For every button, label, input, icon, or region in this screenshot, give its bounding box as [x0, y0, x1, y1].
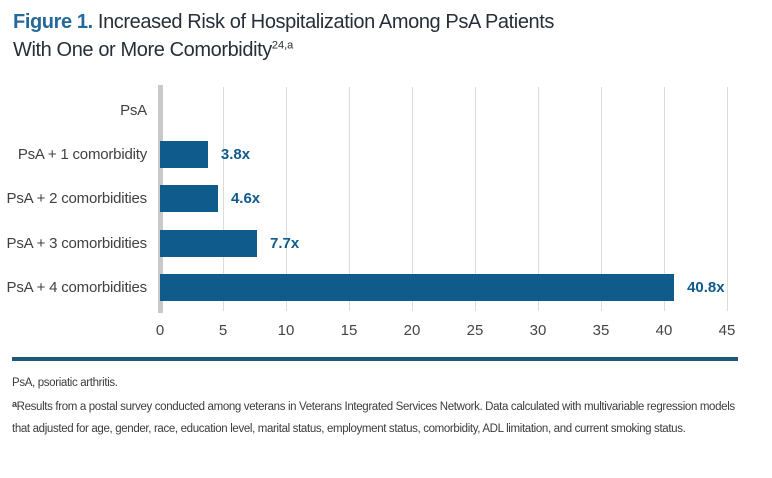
gridline-5 [223, 87, 224, 311]
category-label: PsA + 2 comorbidities [6, 190, 148, 208]
gridline-40 [664, 87, 665, 311]
x-tick-label-10: 10 [277, 322, 295, 339]
x-tick-label-0: 0 [155, 322, 165, 339]
footnote-study: aResults from a postal survey conducted … [12, 396, 750, 440]
bar [160, 229, 258, 257]
bar-value-label: 40.8x [687, 279, 725, 297]
bar-track: 3.8x [160, 132, 727, 176]
category-label: PsA + 1 comorbidity [17, 146, 147, 164]
footnote-abbreviation: PsA, psoriatic arthritis. [12, 377, 118, 389]
figure-title: Figure 1. Increased Risk of Hospitalizat… [13, 8, 713, 64]
gridline-25 [475, 87, 476, 311]
gridline-15 [349, 87, 350, 311]
x-tick-label-35: 35 [592, 322, 610, 339]
bar [160, 274, 675, 302]
bar-track: 4.6x [160, 177, 727, 221]
x-axis-ticks: 0 5 10 15 20 25 30 35 40 45 [156, 322, 736, 342]
x-tick-label-5: 5 [218, 322, 228, 339]
x-tick-label-30: 30 [529, 322, 547, 339]
title-line1: Increased Risk of Hospitalization Among … [92, 11, 555, 33]
bar-value-label: 7.7x [270, 234, 300, 252]
x-tick-label-15: 15 [340, 322, 358, 339]
gridline-20 [412, 87, 413, 311]
x-tick-label-20: 20 [403, 322, 421, 339]
footnote-text: Results from a postal survey conducted a… [12, 401, 735, 435]
gridline-30 [538, 87, 539, 311]
divider-rule [12, 357, 738, 361]
x-tick-label-40: 40 [655, 322, 673, 339]
bar-rows: PsA PsA + 1 comorbidity 3.8x PsA + 2 comorb… [0, 88, 727, 310]
footnote-marker: a [12, 399, 17, 409]
title-superscript: 24,a [271, 39, 294, 52]
category-label: PsA + 3 comorbidities [6, 234, 148, 252]
bar-track [160, 88, 727, 132]
bar [160, 141, 208, 169]
figure-number-label: Figure 1. [13, 11, 93, 33]
bar-track: 7.7x [160, 221, 727, 265]
bar-row: PsA + 2 comorbidities 4.6x [0, 177, 727, 221]
category-label: PsA + 4 comorbidities [6, 279, 148, 297]
bar [160, 185, 218, 213]
gridline-10 [286, 87, 287, 311]
gridline-35 [601, 87, 602, 311]
bar-value-label: 3.8x [220, 146, 251, 164]
bar-track: 40.8x [160, 266, 727, 310]
category-label: PsA [120, 101, 147, 119]
title-line2: With One or More Comorbidity [13, 39, 272, 61]
x-tick-label-25: 25 [466, 322, 484, 339]
bar-row: PsA [0, 88, 727, 132]
gridline-45 [727, 87, 728, 311]
bar-row: PsA + 3 comorbidities 7.7x [0, 221, 727, 265]
bar-row: PsA + 1 comorbidity 3.8x [0, 132, 727, 176]
bar-row: PsA + 4 comorbidities 40.8x [0, 266, 727, 310]
bar-value-label: 4.6x [230, 190, 261, 208]
x-tick-label-45: 45 [718, 322, 736, 339]
